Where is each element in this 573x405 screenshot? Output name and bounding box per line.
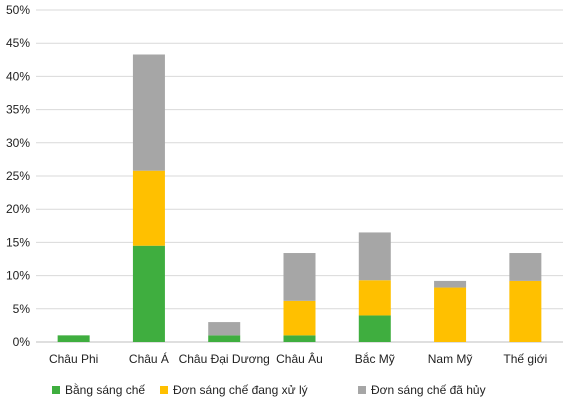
y-tick-label: 10% (6, 269, 30, 283)
bar-segment (208, 322, 241, 336)
legend-swatch (160, 386, 168, 394)
x-category-label: Châu Đại Dương (179, 352, 270, 366)
bars (57, 54, 542, 342)
bar-segment (57, 335, 90, 342)
y-tick-label: 25% (6, 169, 30, 183)
x-axis-category-labels: Châu Phi Châu Á Châu Đại Dương Châu Âu Bắc M… (49, 351, 547, 366)
bar-segment (358, 232, 391, 281)
bar-segment (283, 335, 316, 342)
bar-segment (509, 253, 542, 281)
bar-segment (132, 54, 165, 171)
legend-label: Bằng sáng chế (65, 382, 145, 397)
bar-segment (132, 245, 165, 342)
bar-segment (358, 315, 391, 342)
bar-segment (509, 280, 542, 342)
bar-segment (132, 170, 165, 246)
y-axis-tick-labels: 0% 5% 10% 15% 20% 25% 30% 35% 40% 45% 50% (6, 3, 30, 349)
y-tick-label: 20% (6, 202, 30, 216)
x-category-label: Châu Âu (276, 351, 323, 366)
y-tick-label: 0% (13, 335, 31, 349)
y-tick-label: 45% (6, 36, 30, 50)
y-tick-label: 50% (6, 3, 30, 17)
legend: Bằng sáng chế Đơn sáng chế đang xử lý Đơn … (52, 382, 486, 397)
bar-segment (434, 287, 467, 342)
x-category-label: Châu Phi (49, 352, 98, 366)
x-category-label: Thế giới (503, 352, 547, 366)
x-category-label: Bắc Mỹ (355, 351, 395, 366)
y-tick-label: 15% (6, 235, 30, 249)
y-tick-label: 30% (6, 136, 30, 150)
x-category-label: Nam Mỹ (428, 352, 473, 366)
gridlines (36, 9, 563, 343)
legend-swatch (52, 386, 60, 394)
legend-label: Đơn sáng chế đã hủy (371, 383, 486, 397)
legend-swatch (358, 386, 366, 394)
legend-label: Đơn sáng chế đang xử lý (173, 383, 308, 397)
bar-segment (208, 335, 241, 342)
y-tick-label: 40% (6, 69, 30, 83)
bar-segment (358, 280, 391, 316)
y-tick-label: 35% (6, 103, 30, 117)
bar-segment (283, 253, 316, 301)
y-tick-label: 5% (13, 302, 31, 316)
x-category-label: Châu Á (129, 351, 169, 366)
bar-segment (283, 300, 316, 336)
bar-segment (434, 280, 467, 288)
